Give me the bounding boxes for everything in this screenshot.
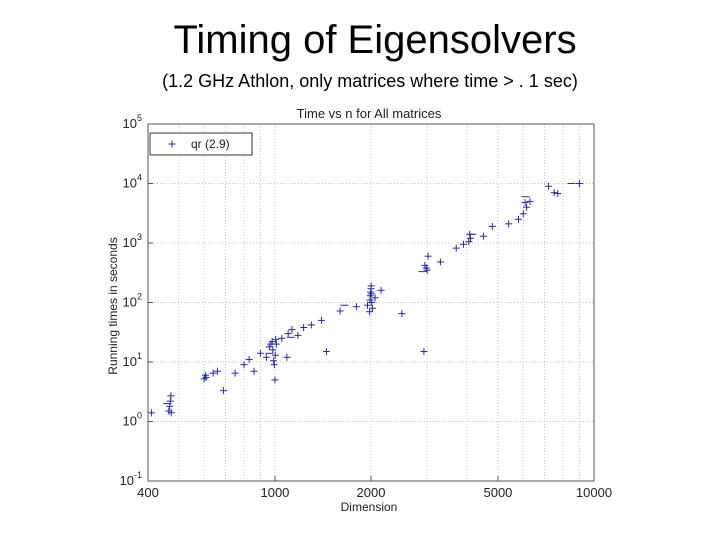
x-axis-label: Dimension [341, 500, 398, 514]
slide-subtitle: (1.2 GHz Athlon, only matrices where tim… [162, 71, 578, 91]
x-tick-label: 400 [137, 485, 159, 500]
legend-marker [168, 140, 176, 148]
data-point [465, 238, 473, 246]
data-point [167, 392, 175, 400]
data-point [213, 367, 221, 375]
data-point [336, 307, 344, 315]
data-point [300, 324, 308, 332]
data-point [420, 348, 428, 356]
slide-title: Timing of Eigensolvers [173, 18, 577, 62]
data-point [240, 361, 248, 369]
data-point [256, 349, 264, 357]
data-point [294, 331, 302, 339]
data-point [515, 215, 523, 223]
legend: qr (2.9) [149, 132, 253, 156]
y-axis-ticks: 10-1 100 101 102 103 104 105 [120, 113, 153, 488]
data-point [231, 369, 239, 377]
y-tick-label: 103 [123, 232, 142, 250]
data-point [278, 334, 286, 342]
data-point [271, 351, 279, 359]
y-tick-label: 100 [123, 411, 142, 429]
data-point [262, 353, 270, 361]
x-tick-label: 1000 [260, 485, 289, 500]
data-point [521, 198, 529, 206]
x-axis-ticks: 400 1000 2000 5000 10000 [137, 476, 612, 500]
data-point [220, 387, 228, 395]
data-point [352, 303, 360, 311]
data-point [526, 197, 534, 205]
data-point [368, 304, 376, 312]
data-point [368, 299, 376, 306]
data-point [271, 376, 279, 384]
data-point [272, 340, 280, 348]
data-point [363, 301, 371, 309]
data-point [283, 353, 291, 361]
data-point [436, 258, 444, 266]
y-tick-label: 101 [123, 351, 142, 369]
data-point [423, 266, 431, 274]
data-point [505, 220, 513, 228]
y-tick-label: 10-1 [120, 470, 142, 488]
data-point [550, 189, 558, 197]
data-point [307, 321, 315, 329]
data-point [147, 409, 155, 417]
data-point [452, 244, 460, 252]
data-point [575, 180, 583, 187]
data-point [272, 335, 280, 343]
chart-title: Time vs n for All matrices [297, 106, 442, 121]
data-point [460, 240, 468, 248]
data-point [200, 375, 208, 383]
data-point [250, 367, 258, 375]
data-point [488, 222, 496, 230]
data-point [554, 189, 562, 197]
y-tick-label: 105 [123, 113, 142, 131]
data-point [209, 369, 217, 377]
data-point [318, 316, 326, 324]
data-point [466, 234, 474, 242]
data-point [479, 232, 487, 240]
data-point [424, 252, 432, 260]
legend-box [149, 132, 253, 156]
x-tick-label: 5000 [483, 485, 512, 500]
data-point [367, 282, 375, 290]
data-point [371, 294, 379, 302]
x-tick-label: 2000 [357, 485, 386, 500]
data-point [269, 346, 277, 354]
data-point [270, 361, 278, 369]
data-point [377, 286, 385, 294]
data-point [544, 182, 552, 190]
data-point [270, 357, 278, 365]
data-point [398, 310, 406, 318]
legend-label: qr (2.9) [191, 137, 230, 151]
data-point [284, 330, 292, 338]
data-point [202, 373, 210, 381]
data-point [523, 203, 531, 211]
data-point [288, 326, 296, 334]
data-point [167, 409, 175, 417]
y-tick-label: 102 [123, 292, 142, 310]
data-point [245, 356, 253, 364]
x-tick-label: 10000 [576, 485, 612, 500]
data-point [367, 290, 375, 298]
data-point [519, 210, 527, 218]
data-points [147, 180, 583, 417]
data-point [322, 348, 330, 356]
y-axis-label: Running times in seconds [106, 237, 120, 374]
legend-plus-marker [168, 140, 176, 148]
y-tick-label: 104 [123, 173, 142, 191]
